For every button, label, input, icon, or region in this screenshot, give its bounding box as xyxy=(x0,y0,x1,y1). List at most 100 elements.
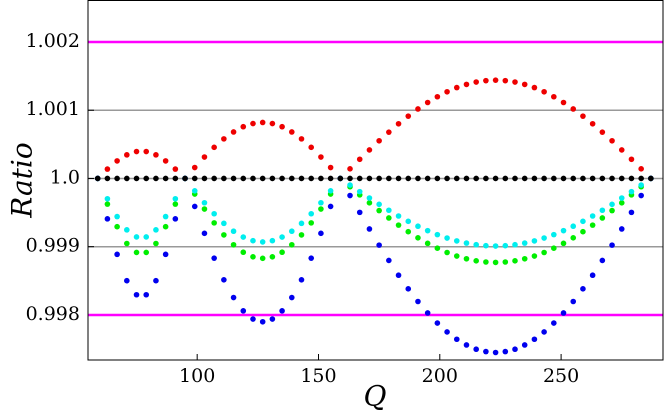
data-point xyxy=(347,192,353,199)
data-point xyxy=(473,79,479,85)
data-point xyxy=(589,175,596,182)
data-point xyxy=(94,175,101,182)
data-point xyxy=(541,235,547,241)
data-point xyxy=(492,349,499,356)
data-point xyxy=(444,249,450,256)
data-point xyxy=(473,346,479,353)
data-point xyxy=(269,237,276,244)
data-point xyxy=(638,175,644,182)
data-point xyxy=(104,195,111,202)
data-point xyxy=(104,216,111,222)
data-point xyxy=(240,308,247,314)
data-point xyxy=(434,231,441,238)
data-point xyxy=(250,237,256,244)
data-point xyxy=(560,99,567,106)
data-point xyxy=(162,175,169,182)
data-point xyxy=(492,243,499,249)
data-point xyxy=(648,175,654,182)
data-point xyxy=(609,137,615,144)
data-point xyxy=(221,277,227,283)
data-point xyxy=(250,254,256,260)
data-point xyxy=(153,240,159,247)
data-point xyxy=(521,175,528,182)
data-point xyxy=(405,228,412,235)
data-point xyxy=(512,175,518,182)
data-point xyxy=(618,175,625,182)
data-point xyxy=(279,308,285,314)
data-point xyxy=(366,200,373,206)
data-point xyxy=(551,231,557,238)
data-point xyxy=(560,310,567,316)
data-point xyxy=(347,182,353,188)
data-point xyxy=(318,175,324,182)
data-point xyxy=(376,207,382,214)
y-tick-label: 0.999 xyxy=(26,235,80,257)
x-tick-label: 100 xyxy=(179,365,215,387)
data-point xyxy=(453,253,460,259)
data-point xyxy=(434,175,441,182)
data-point xyxy=(434,320,441,326)
data-point xyxy=(512,79,518,85)
data-point xyxy=(308,175,315,182)
data-point xyxy=(463,175,470,182)
data-point xyxy=(211,175,217,182)
data-point xyxy=(318,206,324,212)
data-point xyxy=(124,240,130,247)
data-point xyxy=(356,156,363,163)
data-point xyxy=(172,216,179,222)
data-point xyxy=(172,195,179,202)
data-point xyxy=(259,318,266,325)
data-point xyxy=(114,213,120,220)
data-point xyxy=(551,175,557,182)
data-point xyxy=(560,175,567,182)
y-tick-label: 1.0 xyxy=(50,166,80,188)
data-point xyxy=(211,144,217,151)
data-point xyxy=(298,232,305,238)
data-point xyxy=(259,119,266,126)
data-point xyxy=(133,175,140,182)
data-point xyxy=(483,77,489,84)
data-point xyxy=(153,227,159,233)
data-point xyxy=(463,255,470,262)
data-point xyxy=(589,222,596,228)
data-point xyxy=(114,223,120,230)
data-point xyxy=(298,136,305,142)
data-point xyxy=(356,175,363,182)
data-point xyxy=(628,209,635,216)
data-point xyxy=(570,298,577,305)
data-point xyxy=(318,230,324,237)
data-point xyxy=(288,129,295,135)
data-point xyxy=(599,207,606,214)
data-point xyxy=(521,240,528,246)
data-point xyxy=(259,175,266,182)
data-point xyxy=(376,201,382,208)
data-point xyxy=(560,227,567,234)
data-point xyxy=(463,342,470,348)
data-point xyxy=(483,175,489,182)
data-point xyxy=(347,175,353,182)
data-point xyxy=(162,251,169,258)
data-point xyxy=(240,249,247,256)
data-point xyxy=(337,175,344,182)
data-point xyxy=(560,240,567,247)
data-point xyxy=(531,336,538,343)
data-point xyxy=(366,195,373,201)
data-point xyxy=(609,201,615,208)
data-point xyxy=(395,175,402,182)
data-point xyxy=(599,175,606,182)
data-point xyxy=(327,175,334,182)
data-point xyxy=(512,241,518,248)
data-point xyxy=(279,234,285,240)
data-point xyxy=(415,298,421,305)
data-point xyxy=(570,175,577,182)
data-point xyxy=(104,175,111,182)
data-point xyxy=(444,235,450,241)
data-point xyxy=(405,218,412,225)
data-point xyxy=(288,241,295,248)
data-point xyxy=(327,188,334,194)
data-point xyxy=(182,175,188,182)
data-point xyxy=(191,164,198,171)
data-point xyxy=(618,195,625,201)
data-point xyxy=(143,175,150,182)
data-point xyxy=(502,77,509,84)
